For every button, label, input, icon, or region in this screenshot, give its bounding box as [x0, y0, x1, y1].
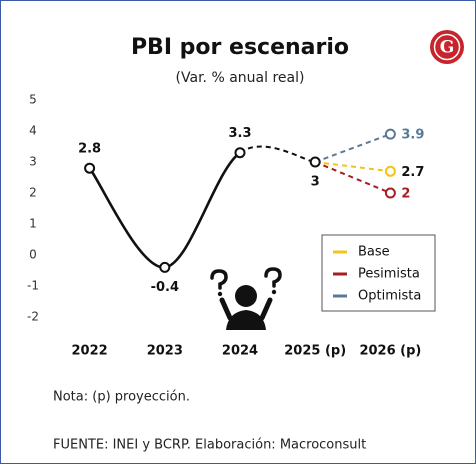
data-label: 2.7: [401, 165, 424, 180]
legend-label: Base: [358, 245, 390, 260]
point: [159, 261, 171, 273]
legend-label: Optimista: [358, 289, 421, 304]
logo-text: G: [440, 38, 455, 58]
y-tick-label: -1: [27, 279, 39, 293]
x-tick-label: 2026 (p): [359, 344, 421, 359]
y-tick-label: -2: [27, 310, 39, 324]
logo-ring: [433, 33, 461, 61]
data-label: -0.4: [151, 280, 179, 295]
chart-subtitle: (Var. % anual real): [176, 70, 305, 86]
legend-box: [321, 234, 436, 312]
y-tick-label: 5: [29, 93, 37, 107]
data-label: 2.8: [78, 142, 101, 157]
point: [84, 162, 96, 174]
y-tick-label: 1: [29, 217, 37, 231]
y-tick-label: 2: [29, 186, 37, 200]
legend-label: Pesimista: [358, 267, 420, 282]
point: [384, 187, 396, 199]
data-label: 2: [401, 187, 410, 202]
point: [384, 165, 396, 177]
x-tick-label: 2023: [147, 344, 183, 359]
y-tick-label: 0: [29, 248, 37, 262]
illustration: [210, 267, 282, 330]
y-tick-label: 3: [29, 155, 37, 169]
y-tick-label: 4: [29, 124, 37, 138]
point: [384, 128, 396, 140]
point: [234, 147, 246, 159]
data-label: 3.9: [401, 128, 424, 143]
x-tick-label: 2024: [222, 344, 258, 359]
data-label: 3.3: [228, 126, 251, 141]
source: FUENTE: INEI y BCRP. Elaboración: Macroc…: [53, 438, 366, 453]
chart-title: PBI por escenario: [131, 35, 349, 60]
point: [309, 156, 321, 168]
data-label: 3: [311, 175, 320, 190]
note: Nota: (p) proyección.: [53, 390, 190, 405]
x-tick-label: 2022: [72, 344, 108, 359]
x-tick-label: 2025 (p): [284, 344, 346, 359]
